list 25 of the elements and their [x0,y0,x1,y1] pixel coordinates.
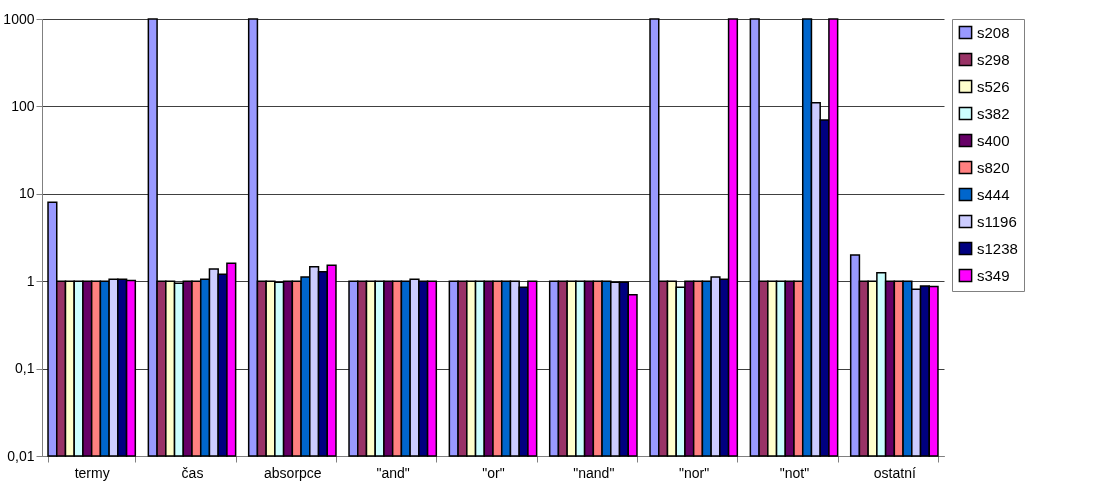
y-tick-label: 10 [18,185,35,202]
y-tick-label: 100 [11,97,35,114]
x-tick-label: "or" [482,464,505,481]
x-tick-label: "nand" [573,464,615,481]
legend-label: s1238 [977,239,1018,257]
x-tick-label: ostatní [873,464,916,481]
legend-label: s349 [977,266,1010,284]
y-tick-label: 1 [26,272,35,289]
x-tick-label: čas [181,464,204,481]
y-tick-label: 0,01 [7,447,35,464]
y-tick-label: 1000 [3,10,35,27]
x-tick-label: "nor" [679,464,710,481]
x-tick-label: "and" [376,464,410,481]
legend-label: s820 [977,158,1010,176]
legend-label: s208 [977,23,1010,41]
legend-label: s526 [977,77,1010,95]
legend-label: s400 [977,131,1010,149]
x-tick-label: "not" [779,464,810,481]
x-tick-label: absorpce [264,464,322,481]
legend-label: s444 [977,185,1010,203]
x-tick-label: termy [74,464,110,481]
legend-label: s298 [977,50,1010,68]
legend-label: s382 [977,104,1010,122]
legend-label: s1196 [977,212,1017,230]
y-tick-label: 0,1 [15,360,35,377]
